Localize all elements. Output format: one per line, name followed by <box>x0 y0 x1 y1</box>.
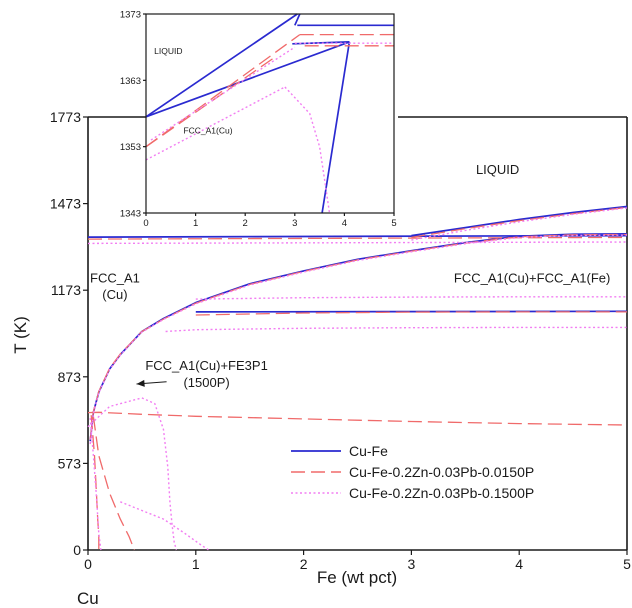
main-series-line-12 <box>89 234 628 445</box>
inset-x-tick-label-1: 1 <box>193 218 198 229</box>
inset-series-line-11 <box>145 86 286 161</box>
inset-x-tick-label-2: 2 <box>243 218 248 229</box>
main-series-line-15 <box>165 326 627 333</box>
main-series-line-4 <box>87 236 628 240</box>
inset-annotations: LIQUID FCC_A1(Cu) <box>154 46 233 136</box>
inset-series-line-0 <box>145 13 298 118</box>
annotation-arrowhead-5 <box>136 379 145 387</box>
main-series-line-9 <box>90 415 100 550</box>
inset-x-tick-label-5: 5 <box>391 218 396 229</box>
main-y-tick-label-4: 1473 <box>50 196 81 212</box>
origin-label: Cu <box>77 589 99 608</box>
main-series-line-18 <box>120 501 210 551</box>
inset-x-tick-label-3: 3 <box>292 218 297 229</box>
main-y-tick-label-0: 0 <box>73 542 81 558</box>
inset-region-label-1: FCC_A1(Cu) <box>183 125 232 135</box>
inset-series-line-10 <box>150 46 296 141</box>
legend-label-1: Cu-Fe-0.2Zn-0.03Pb-0.0150P <box>349 464 534 480</box>
inset-background <box>146 14 394 213</box>
main-x-tick-label-4: 4 <box>515 556 523 572</box>
main-y-tick-label-5: 1773 <box>50 109 81 125</box>
x-axis-title: Fe (wt pct) <box>317 568 397 587</box>
main-region-label-3: FCC_A1(Cu)+FCC_A1(Fe) <box>454 270 610 285</box>
main-x-tick-label-2: 2 <box>300 556 308 572</box>
main-region-label-4: FCC_A1(Cu)+FE3P1 <box>145 358 267 373</box>
main-plot-frame <box>87 116 628 551</box>
main-series-line-8 <box>87 411 628 426</box>
main-annotations: LIQUID FCC_A1 (Cu) FCC_A1(Cu)+FCC_A1(Fe) FCC… <box>90 162 610 390</box>
inset-y-tick-label-0: 1343 <box>120 209 141 220</box>
legend-label-2: Cu-Fe-0.2Zn-0.03Pb-0.1500P <box>349 485 534 501</box>
main-y-tick-label-1: 573 <box>58 455 82 471</box>
inset-plot: 0 1 2 3 4 5 1343 1353 1363 1373 LIQUID FCC_A1(Cu) <box>120 10 397 230</box>
y-axis-title: T (K) <box>11 316 30 353</box>
inset-series-line-4 <box>294 13 301 26</box>
main-region-label-2: (Cu) <box>102 287 127 302</box>
legend: Cu-Fe Cu-Fe-0.2Zn-0.03Pb-0.0150P Cu-Fe-0.2… <box>291 443 534 501</box>
main-y-tick-label-3: 1173 <box>51 282 81 298</box>
main-x-tick-label-3: 3 <box>408 556 416 572</box>
inset-x-tick-label-0: 0 <box>143 218 148 229</box>
legend-label-0: Cu-Fe <box>349 443 388 459</box>
inset-series-line-7 <box>145 56 276 148</box>
main-y-tick-label-2: 873 <box>58 369 82 385</box>
main-x-tick-label-1: 1 <box>192 556 200 572</box>
main-x-tick-label-5: 5 <box>623 556 631 572</box>
main-x-tick-label-0: 0 <box>84 556 92 572</box>
inset-series <box>145 13 394 214</box>
inset-ticks: 0 1 2 3 4 5 1343 1353 1363 1373 <box>120 10 397 230</box>
inset-series-line-6 <box>145 34 301 148</box>
main-series-line-17 <box>89 418 102 551</box>
main-series-line-7 <box>195 311 627 316</box>
inset-series-line-5 <box>321 41 351 214</box>
main-series-line-11 <box>87 241 628 245</box>
main-region-label-5: (1500P) <box>183 375 229 390</box>
inset-series-line-3 <box>292 41 350 45</box>
main-series <box>87 205 628 551</box>
main-ticks: 0 1 2 3 4 5 0 573 873 1173 1473 1773 <box>50 109 631 572</box>
main-series-line-5 <box>89 233 628 440</box>
main-series-line-10 <box>92 416 136 551</box>
main-series-line-16 <box>87 397 178 551</box>
main-series-line-13 <box>411 207 628 241</box>
main-series-line-1 <box>89 233 628 442</box>
inset-region-label-0: LIQUID <box>154 46 182 56</box>
inset-y-tick-label-2: 1363 <box>120 76 141 87</box>
inset-y-tick-label-3: 1373 <box>120 10 141 21</box>
inset-frame <box>145 13 395 214</box>
main-series-line-2 <box>411 205 628 237</box>
inset-series-line-12 <box>284 86 331 214</box>
inset-series-line-1 <box>145 41 350 118</box>
inset-y-tick-label-1: 1353 <box>120 142 141 153</box>
main-region-label-0: LIQUID <box>476 162 519 177</box>
main-series-line-3 <box>195 310 628 313</box>
main-region-label-1: FCC_A1 <box>90 270 140 285</box>
inset-x-tick-label-4: 4 <box>342 218 347 229</box>
main-series-line-14 <box>195 296 627 300</box>
